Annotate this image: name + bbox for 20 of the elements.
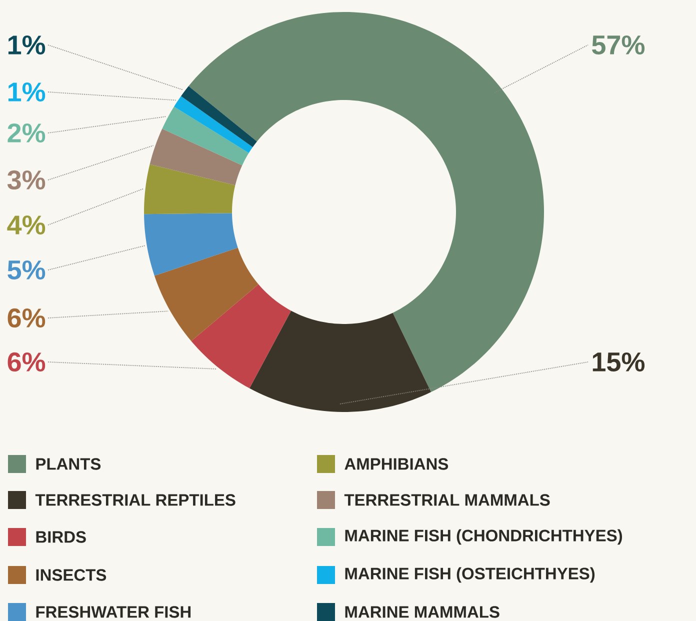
data-label: 6%: [8, 352, 46, 372]
data-label: 2%: [8, 123, 46, 143]
data-label: 5%: [8, 260, 46, 280]
data-label: 57%: [592, 35, 645, 55]
legend-label: FRESHWATER FISH: [36, 606, 191, 618]
data-label: 4%: [7, 215, 46, 234]
legend-label: MARINE MAMMALS: [345, 606, 500, 618]
data-label: 1%: [8, 35, 46, 54]
legend-label: TERRESTRIAL MAMMALS: [344, 494, 550, 506]
data-label: 1%: [8, 82, 46, 102]
legend-label: MARINE FISH (OSTEICHTHYES): [345, 567, 595, 583]
legend-label: PLANTS: [36, 458, 101, 470]
data-label: 6%: [8, 308, 46, 328]
data-label: 15%: [592, 352, 645, 372]
legend-label: BIRDS: [36, 531, 86, 543]
legend-label: INSECTS: [36, 569, 106, 581]
legend-label: AMPHIBIANS: [344, 458, 448, 470]
data-label: 3%: [7, 170, 46, 190]
legend-label: TERRESTRIAL REPTILES: [35, 494, 236, 506]
legend-label: MARINE FISH (CHONDRICHTHYES): [345, 529, 622, 545]
